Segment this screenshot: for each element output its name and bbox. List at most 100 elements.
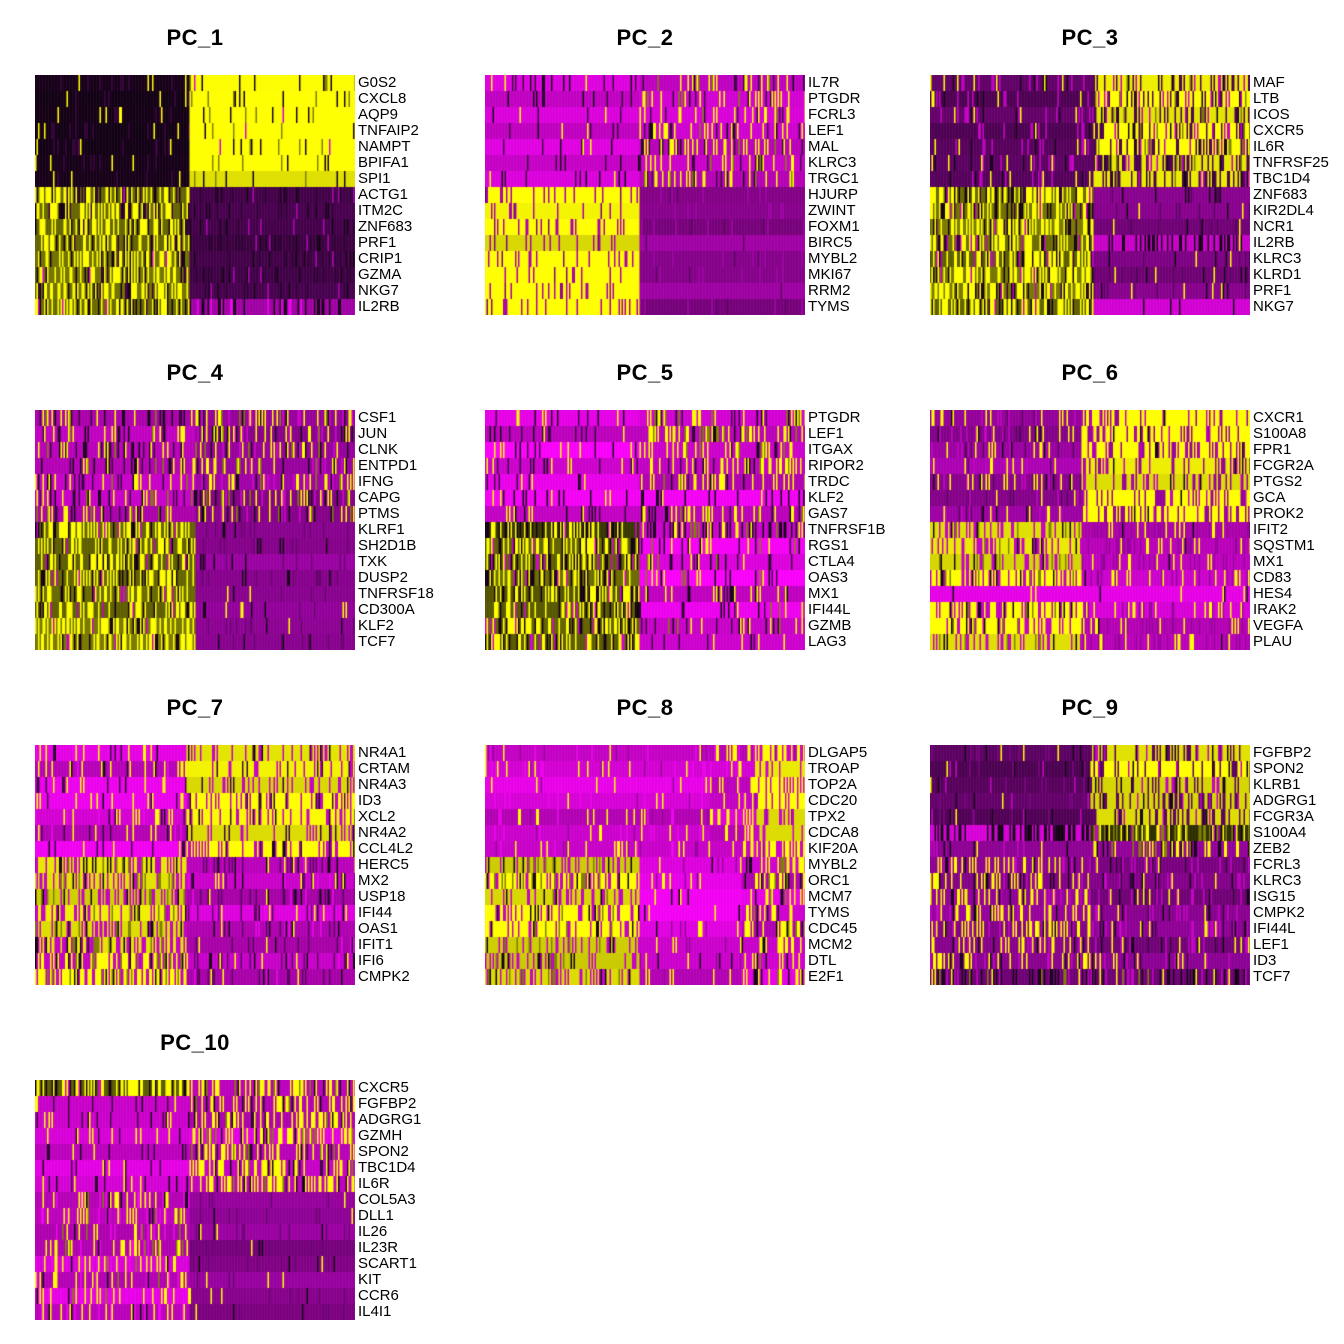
- gene-label: CDCA8: [808, 824, 859, 841]
- gene-label: USP18: [358, 888, 406, 905]
- gene-label: XCL2: [358, 808, 396, 825]
- gene-labels-pc_10: CXCR5 FGFBP2 ADGRG1 GZMH SPON2 TBC1D4 IL6R COL5…: [358, 1080, 421, 1320]
- gene-label: MYBL2: [808, 250, 858, 267]
- gene-label: LTB: [1253, 90, 1280, 107]
- gene-label: TYMS: [808, 904, 850, 921]
- gene-labels-pc_9: FGFBP2 SPON2 KLRB1 ADGRG1 FCGR3A S100A4 ZEB2 FC…: [1253, 745, 1316, 985]
- panel-title-pc_6: PC_6: [1061, 360, 1119, 385]
- gene-label: MCM2: [808, 936, 853, 953]
- gene-label: IFI6: [358, 952, 384, 969]
- gene-label: DLL1: [358, 1207, 394, 1224]
- gene-labels-pc_7: NR4A1 CRTAM NR4A3 ID3 XCL2 NR4A2 CCL4L2 HERC5 MX…: [358, 745, 413, 985]
- gene-label: TCF7: [1253, 968, 1291, 985]
- gene-labels-pc_8: DLGAP5 TROAP TOP2A CDC20 TPX2 CDCA8 KIF20A MYBL…: [808, 745, 867, 985]
- gene-label: IL2RB: [1253, 234, 1295, 251]
- gene-label: CXCL8: [358, 90, 407, 107]
- gene-label: PTGDR: [808, 409, 861, 426]
- gene-label: IL4I1: [358, 1303, 392, 1320]
- panel-title-pc_7: PC_7: [166, 695, 224, 720]
- gene-label: CRTAM: [358, 760, 410, 777]
- gene-label: FCRL3: [1253, 856, 1301, 873]
- gene-label: TNFAIP2: [358, 122, 419, 139]
- gene-label: BPIFA1: [358, 154, 409, 171]
- gene-label: ENTPD1: [358, 457, 418, 474]
- heatmap-canvas-pc_9: [930, 745, 1250, 985]
- gene-label: CMPK2: [1253, 904, 1305, 921]
- gene-label: S100A8: [1253, 425, 1307, 442]
- gene-label: CAPG: [358, 489, 401, 506]
- gene-label: GZMA: [358, 266, 402, 283]
- gene-label: ITGAX: [808, 441, 854, 458]
- gene-label: OAS3: [808, 569, 849, 586]
- gene-label: CSF1: [358, 409, 397, 426]
- gene-label: GZMB: [808, 617, 852, 634]
- gene-label: TROAP: [808, 760, 860, 777]
- gene-label: NR4A2: [358, 824, 407, 841]
- gene-label: RRM2: [808, 282, 851, 299]
- gene-label: TNFRSF18: [358, 585, 434, 602]
- gene-label: LEF1: [808, 425, 844, 442]
- gene-label: LAG3: [808, 633, 847, 650]
- gene-label: IFIT1: [358, 936, 394, 953]
- gene-label: MKI67: [808, 266, 852, 283]
- gene-labels-pc_6: CXCR1 S100A8 FPR1 FCGR2A PTGS2 GCA PROK2 IFIT2 S…: [1253, 410, 1315, 650]
- gene-label: PRF1: [1253, 282, 1292, 299]
- gene-label: FOXM1: [808, 218, 860, 235]
- gene-label: NKG7: [1253, 298, 1294, 315]
- gene-labels-pc_1: G0S2 CXCL8 AQP9 TNFAIP2 NAMPT BPIFA1 SPI1 ACTG1…: [358, 75, 419, 315]
- gene-label: ZNF683: [1253, 186, 1308, 203]
- gene-label: IFI44: [358, 904, 393, 921]
- gene-label: PTGDR: [808, 90, 861, 107]
- gene-label: FGFBP2: [1253, 744, 1312, 761]
- gene-label: ACTG1: [358, 186, 409, 203]
- gene-label: IL7R: [808, 74, 840, 91]
- gene-label: CDC45: [808, 920, 858, 937]
- gene-label: SH2D1B: [358, 537, 417, 554]
- gene-label: TXK: [358, 553, 388, 570]
- panel-title-pc_10: PC_10: [160, 1030, 230, 1055]
- gene-label: CXCR1: [1253, 409, 1304, 426]
- gene-label: DTL: [808, 952, 837, 969]
- gene-labels-pc_2: IL7R PTGDR FCRL3 LEF1 MAL KLRC3 TRGC1 HJURP ZWIN…: [808, 75, 861, 315]
- gene-label: FCGR2A: [1253, 457, 1314, 474]
- gene-label: LEF1: [1253, 936, 1289, 953]
- gene-label: ADGRG1: [358, 1111, 422, 1128]
- gene-label: ICOS: [1253, 106, 1290, 123]
- gene-label: FPR1: [1253, 441, 1292, 458]
- gene-label: IL2RB: [358, 298, 400, 315]
- gene-label: IFI44L: [1253, 920, 1296, 937]
- gene-label: TPX2: [808, 808, 846, 825]
- gene-label: S100A4: [1253, 824, 1307, 841]
- heatmap-canvas-pc_2: [485, 75, 805, 315]
- gene-label: ZNF683: [358, 218, 413, 235]
- gene-label: KLRB1: [1253, 776, 1301, 793]
- gene-label: HERC5: [358, 856, 409, 873]
- gene-label: IL26: [358, 1223, 388, 1240]
- gene-label: ZWINT: [808, 202, 856, 219]
- panel-title-pc_4: PC_4: [166, 360, 224, 385]
- gene-label: PTMS: [358, 505, 400, 522]
- gene-label: TBC1D4: [1253, 170, 1311, 187]
- gene-label: JUN: [358, 425, 388, 442]
- gene-label: MX1: [1253, 553, 1284, 570]
- gene-labels-pc_5: PTGDR LEF1 ITGAX RIPOR2 TRDC KLF2 GAS7 TNFRSF1B…: [808, 410, 886, 650]
- gene-label: OAS1: [358, 920, 399, 937]
- gene-label: KLRC3: [1253, 250, 1302, 267]
- panel-title-pc_9: PC_9: [1061, 695, 1119, 720]
- heatmap-canvas-pc_10: [35, 1080, 355, 1320]
- gene-label: CTLA4: [808, 553, 855, 570]
- gene-label: NR4A1: [358, 744, 407, 761]
- gene-label: CDC20: [808, 792, 858, 809]
- gene-label: IL6R: [358, 1175, 390, 1192]
- gene-label: KIF20A: [808, 840, 859, 857]
- gene-label: TRDC: [808, 473, 850, 490]
- gene-label: TNFRSF1B: [808, 521, 886, 538]
- gene-label: KLRC3: [1253, 872, 1302, 889]
- gene-label: DLGAP5: [808, 744, 868, 761]
- panel-title-pc_3: PC_3: [1061, 25, 1119, 50]
- panel-title-pc_1: PC_1: [166, 25, 224, 50]
- gene-label: GCA: [1253, 489, 1286, 506]
- gene-label: BIRC5: [808, 234, 853, 251]
- gene-label: GAS7: [808, 505, 849, 522]
